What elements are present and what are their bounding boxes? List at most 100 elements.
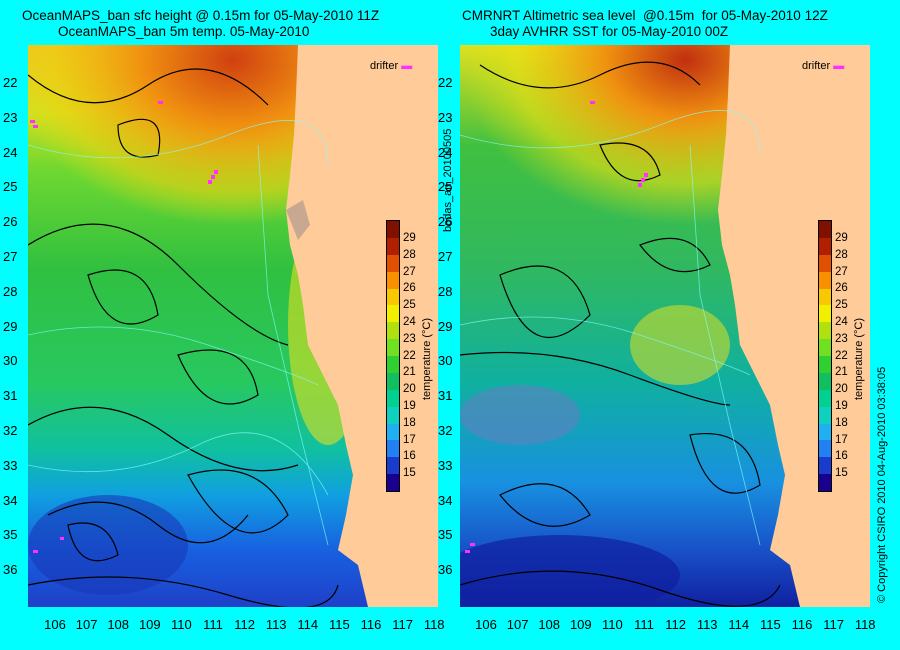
right-drifter-label: drifter ▬ — [802, 60, 844, 72]
left-colorbar-swatch — [387, 288, 399, 306]
left-title-line2: OceanMAPS_ban 5m temp. 05-May-2010 — [58, 24, 310, 39]
left-lat-tick: 24 — [3, 144, 18, 160]
right-colorbar-swatch — [819, 389, 831, 407]
right-colorbar-label: 24 — [835, 316, 848, 328]
right-colorbar-swatch — [819, 406, 831, 424]
right-colorbar-swatch — [819, 271, 831, 289]
left-map-panel — [28, 45, 438, 607]
right-colorbar-swatch — [819, 254, 831, 272]
drifter-text: drifter — [370, 60, 399, 72]
right-colorbar-swatch — [819, 440, 831, 458]
right-colorbar-label: 17 — [835, 433, 848, 446]
right-lat-tick: 22 — [438, 75, 453, 90]
right-lat-tick: 23 — [438, 109, 453, 125]
left-land-mask — [286, 45, 438, 607]
left-colorbar-label: 19 — [403, 400, 416, 412]
right-colorbar-label: 22 — [835, 349, 848, 362]
side-run-label: bodas_an_20100505 — [442, 128, 454, 232]
left-colorbar-label: 28 — [403, 248, 416, 261]
right-lat-tick: 31 — [438, 388, 453, 404]
right-lat-tick: 27 — [438, 249, 453, 264]
left-lon-tick: 116 — [360, 617, 382, 632]
right-lat-tick: 25 — [438, 179, 453, 195]
right-colorbar-swatch — [819, 322, 831, 340]
left-lon-tick: 118 — [423, 617, 445, 632]
left-colorbar-label: 16 — [403, 450, 416, 463]
left-lat-tick: 33 — [3, 457, 18, 473]
left-lon-tick: 111 — [203, 617, 223, 632]
right-lat-tick: 28 — [438, 283, 453, 299]
left-colorbar-swatch — [387, 237, 399, 255]
left-lat-tick: 32 — [3, 423, 18, 438]
right-lat-tick: 26 — [438, 214, 453, 230]
right-lat-tick: 30 — [438, 353, 453, 369]
right-colorbar-title: temperature (°C) — [853, 317, 865, 400]
right-colorbar-swatch — [819, 339, 831, 356]
right-colorbar-label: 21 — [835, 366, 848, 379]
left-colorbar-swatch — [387, 356, 399, 373]
left-lon-tick: 113 — [265, 617, 287, 632]
left-lat-tick: 23 — [3, 109, 18, 125]
left-colorbar-label: 24 — [403, 316, 416, 328]
right-colorbar-swatch — [819, 457, 831, 475]
right-colorbar — [818, 220, 832, 492]
right-lon-tick: 108 — [538, 617, 561, 632]
right-colorbar-swatch — [819, 288, 831, 306]
left-lat-tick: 26 — [3, 214, 18, 230]
copyright-text: © Copyright CSIRO 2010 04-Aug-2010 03:38… — [876, 366, 888, 603]
left-lon-tick: 112 — [234, 617, 255, 632]
left-title-line1: OceanMAPS_ban sfc height @ 0.15m for 05-… — [22, 8, 380, 23]
right-lon-tick: 112 — [665, 617, 686, 632]
right-colorbar-label: 16 — [835, 450, 848, 463]
left-colorbar-swatch — [387, 271, 399, 289]
drifter-marker-icon: ▬ — [401, 60, 413, 72]
right-title-line2: 3day AVHRR SST for 05-May-2010 00Z — [490, 24, 729, 39]
drifter-text: drifter — [802, 60, 831, 72]
left-lon-tick: 106 — [44, 617, 66, 632]
right-lon-tick: 114 — [728, 617, 750, 632]
right-colorbar-swatch — [819, 237, 831, 255]
right-colorbar-swatch — [819, 356, 831, 373]
left-lat-tick: 30 — [3, 353, 18, 369]
left-lat-tick: 29 — [3, 318, 18, 334]
left-colorbar-swatch — [387, 423, 399, 441]
right-map-svg — [460, 45, 870, 607]
left-lon-tick: 109 — [138, 617, 161, 632]
left-lon-tick: 114 — [297, 617, 319, 632]
right-colorbar-swatch — [819, 305, 831, 323]
left-colorbar-label: 21 — [403, 366, 416, 379]
right-lon-tick: 115 — [760, 617, 781, 632]
right-colorbar-swatch — [819, 221, 831, 238]
right-lat-tick: 33 — [438, 457, 453, 473]
left-colorbar-swatch — [387, 406, 399, 424]
right-colorbar-label: 26 — [835, 282, 848, 295]
right-colorbar-label: 19 — [835, 400, 848, 412]
left-lat-tick: 28 — [3, 283, 18, 299]
left-colorbar-swatch — [387, 457, 399, 475]
left-colorbar-swatch — [387, 474, 399, 491]
right-lon-tick: 111 — [634, 617, 654, 632]
left-colorbar-label: 26 — [403, 282, 416, 295]
left-drifter-label: drifter ▬ — [370, 60, 412, 72]
right-colorbar-label: 18 — [835, 416, 848, 429]
left-lon-tick: 110 — [171, 617, 192, 632]
right-lon-tick: 106 — [475, 617, 497, 632]
left-lat-tick: 36 — [3, 562, 18, 578]
left-lat-tick: 34 — [3, 492, 18, 508]
left-lat-tick: 27 — [3, 249, 18, 264]
left-colorbar-label: 15 — [403, 467, 416, 480]
left-colorbar-label: 25 — [403, 299, 416, 312]
left-lon-tick: 107 — [75, 617, 98, 632]
left-colorbar-swatch — [387, 372, 399, 390]
right-title-line1: CMRNRT Altimetric sea level @0.15m for 0… — [462, 8, 828, 23]
right-colorbar-label: 25 — [835, 299, 848, 312]
right-colorbar-label: 15 — [835, 467, 848, 480]
left-lat-tick: 25 — [3, 179, 18, 195]
left-colorbar-swatch — [387, 339, 399, 356]
left-colorbar — [386, 220, 400, 492]
left-colorbar-swatch — [387, 322, 399, 340]
drifter-marker-icon: ▬ — [833, 60, 845, 72]
left-colorbar-label: 20 — [403, 383, 416, 396]
right-lon-tick: 117 — [823, 617, 844, 632]
left-colorbar-label: 29 — [403, 232, 416, 244]
